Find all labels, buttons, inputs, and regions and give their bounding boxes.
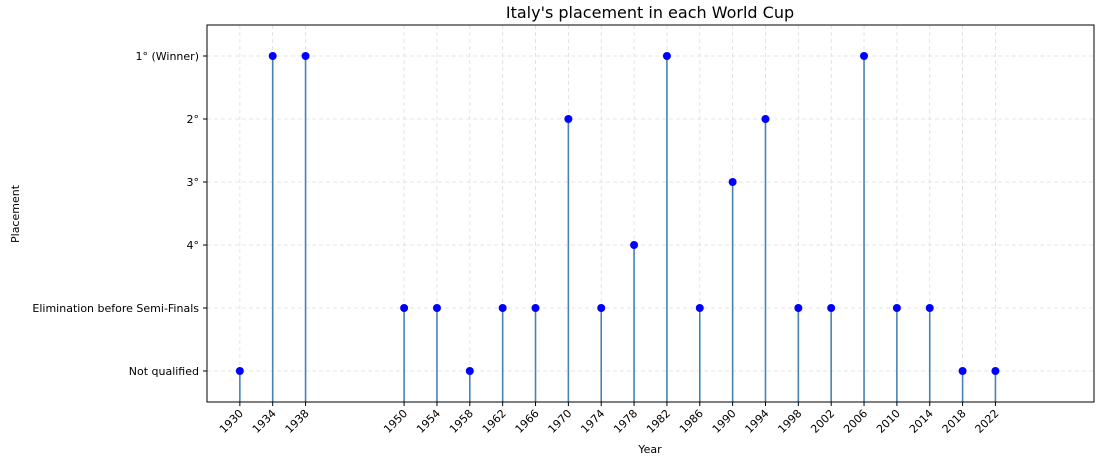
marker-1970 — [564, 115, 573, 123]
x-tick-label: 1954 — [414, 407, 443, 436]
marker-1934 — [268, 52, 277, 60]
stems — [239, 56, 997, 402]
y-axis-label: Placement — [9, 184, 22, 243]
y-tick-label: 3° — [187, 176, 200, 189]
x-tick-label: 1934 — [250, 407, 279, 436]
y-tick-label: 4° — [187, 239, 200, 252]
marker-1974 — [597, 304, 606, 312]
x-tick-label: 1998 — [775, 407, 804, 436]
marker-2010 — [892, 304, 901, 312]
y-tick-label: Not qualified — [129, 365, 199, 378]
y-tick-label: 2° — [187, 113, 200, 126]
marker-2002 — [827, 304, 836, 312]
y-axis: Not qualified Elimination before Semi-Fin… — [32, 50, 207, 378]
x-axis: 1930 1934 1938 1950 1954 1958 1962 1966 1970 1974… — [217, 402, 1002, 436]
x-tick-label: 1966 — [513, 407, 542, 436]
marker-1966 — [531, 304, 540, 312]
x-tick-label: 1970 — [546, 407, 575, 436]
x-axis-label: Year — [637, 443, 662, 456]
marker-1978 — [630, 241, 639, 249]
marker-2006 — [860, 52, 869, 60]
chart-title: Italy's placement in each World Cup — [506, 3, 794, 22]
marker-1998 — [794, 304, 803, 312]
marker-1986 — [695, 304, 704, 312]
x-tick-label: 1950 — [381, 407, 410, 436]
x-tick-label: 1930 — [217, 407, 246, 436]
marker-1938 — [301, 52, 310, 60]
marker-1994 — [761, 115, 770, 123]
marker-1930 — [235, 367, 244, 375]
marker-1990 — [728, 178, 737, 186]
y-tick-label: Elimination before Semi-Finals — [32, 302, 199, 315]
marker-2018 — [958, 367, 967, 375]
marker-2022 — [991, 367, 1000, 375]
y-tick-label: 1° (Winner) — [135, 50, 199, 63]
x-tick-label: 1962 — [480, 407, 509, 436]
x-tick-label: 1978 — [611, 407, 640, 436]
marker-1982 — [662, 52, 671, 60]
x-tick-label: 1974 — [578, 407, 607, 436]
x-tick-label: 2002 — [808, 407, 837, 436]
x-tick-label: 1990 — [710, 407, 739, 436]
x-tick-label: 2022 — [973, 407, 1002, 436]
x-tick-label: 1986 — [677, 407, 706, 436]
x-tick-label: 2006 — [841, 407, 870, 436]
markers — [235, 52, 1000, 375]
marker-1954 — [432, 304, 441, 312]
marker-1962 — [498, 304, 507, 312]
x-tick-label: 2018 — [940, 407, 969, 436]
marker-2014 — [925, 304, 934, 312]
marker-1950 — [400, 304, 409, 312]
x-tick-label: 2010 — [874, 407, 903, 436]
x-tick-label: 2014 — [907, 407, 936, 436]
plot-frame — [206, 24, 1095, 403]
grid — [207, 25, 1094, 402]
x-tick-label: 1982 — [644, 407, 673, 436]
x-tick-label: 1958 — [447, 407, 476, 436]
x-tick-label: 1938 — [283, 407, 312, 436]
marker-1958 — [465, 367, 474, 375]
x-tick-label: 1994 — [743, 407, 772, 436]
